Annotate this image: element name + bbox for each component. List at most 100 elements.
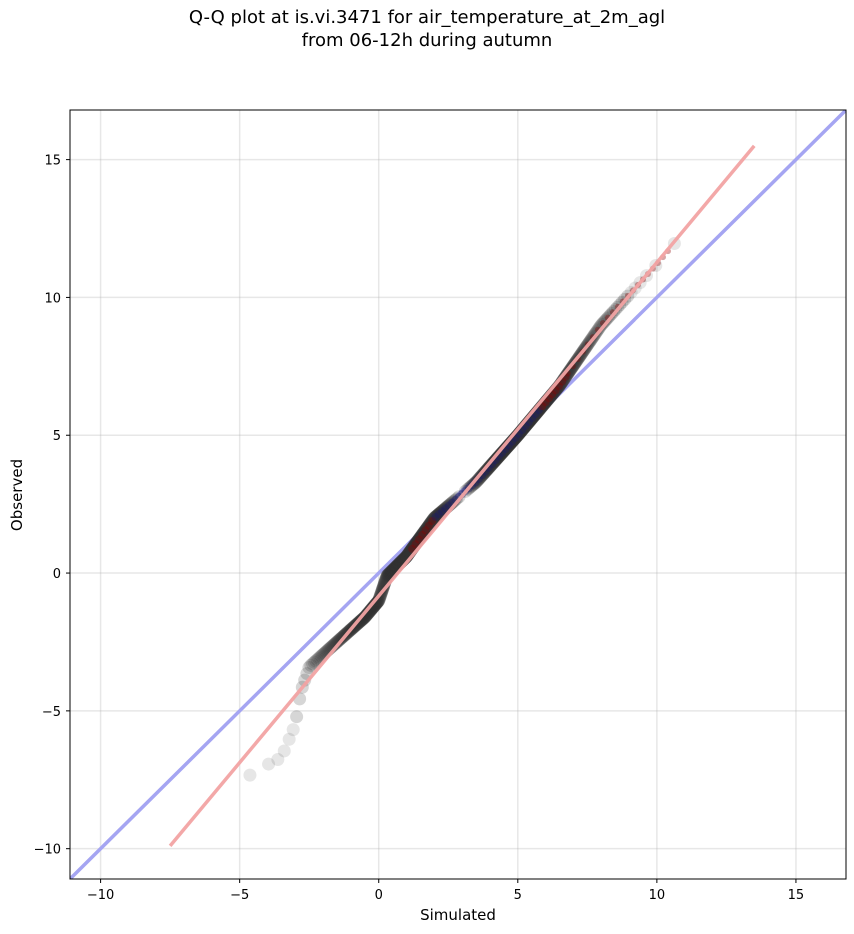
qq-point (489, 453, 503, 467)
qq-point (562, 365, 576, 379)
qq-point (488, 454, 502, 468)
qq-point (377, 578, 391, 592)
qq-point (480, 463, 494, 477)
qq-point (329, 636, 343, 650)
qq-point (381, 568, 395, 582)
qq-point (563, 363, 577, 377)
qq-point (476, 467, 490, 481)
qq-point (372, 592, 386, 606)
qq-point (354, 613, 368, 627)
qq-point (485, 458, 499, 472)
plot-area (70, 110, 846, 879)
qq-point (486, 456, 500, 470)
qq-point (331, 634, 345, 648)
qq-point (450, 492, 464, 506)
qq-point (262, 757, 276, 771)
qq-point (489, 452, 503, 466)
qq-point (307, 655, 321, 669)
qq-core-point (428, 517, 437, 526)
qq-point (423, 517, 437, 531)
qq-point (426, 513, 440, 527)
qq-point (479, 464, 493, 478)
qq-point (424, 515, 438, 529)
qq-point (330, 635, 344, 649)
qq-point (431, 507, 445, 521)
qq-point (377, 579, 391, 593)
qq-core-point (438, 507, 447, 516)
qq-point (482, 460, 496, 474)
qq-point (597, 315, 611, 329)
qq-point (355, 612, 369, 626)
qq-point (425, 515, 439, 529)
qq-point (486, 456, 500, 470)
qq-point (425, 514, 439, 528)
qq-point (430, 509, 444, 523)
qq-point (479, 464, 493, 478)
qq-point (420, 521, 434, 535)
qq-point (485, 457, 499, 471)
qq-point (422, 518, 436, 532)
y-tick-label: 5 (53, 429, 61, 444)
qq-point (357, 611, 371, 625)
qq-point (488, 454, 502, 468)
chart-title: Q-Q plot at is.vi.3471 for air_temperatu… (0, 6, 854, 52)
qq-point (483, 459, 497, 473)
qq-point (429, 509, 443, 523)
qq-point (593, 320, 607, 334)
qq-point (421, 520, 435, 534)
qq-point (478, 465, 492, 479)
qq-point (331, 635, 345, 649)
qq-point (290, 710, 304, 724)
qq-point (304, 658, 318, 672)
x-tick-label: 15 (788, 888, 805, 903)
qq-core-point (421, 526, 430, 535)
qq-point (561, 367, 575, 381)
qq-point (561, 366, 575, 380)
grid-lines (70, 110, 846, 879)
qq-point (286, 723, 300, 737)
qq-point (243, 768, 257, 782)
qq-points (243, 237, 681, 782)
qq-point (564, 362, 578, 376)
y-tick-label: 10 (44, 291, 61, 306)
qq-point (306, 657, 320, 671)
qq-point (483, 460, 497, 474)
y-axis-ticks: −10 −5 0 5 10 15 (34, 154, 70, 858)
qq-point (431, 508, 445, 522)
qq-point (428, 510, 442, 524)
qq-point (282, 732, 296, 746)
x-axis-ticks: −10 −5 0 5 10 15 (87, 879, 804, 903)
qq-core-point (441, 504, 450, 513)
chart-title-line-2: from 06-12h during autumn (301, 30, 553, 51)
x-tick-label: −10 (87, 888, 114, 903)
qq-point (487, 455, 501, 469)
qq-point (424, 516, 438, 530)
qq-point (426, 513, 440, 527)
qq-point (477, 466, 491, 480)
qq-point (421, 520, 435, 534)
qq-point (481, 462, 495, 476)
fit-line (168, 144, 756, 848)
qq-point (599, 313, 613, 327)
qq-point (484, 458, 498, 472)
qq-point (431, 508, 445, 522)
qq-point (424, 516, 438, 530)
qq-point (420, 521, 434, 535)
qq-point (356, 611, 370, 625)
qq-core-point (431, 512, 440, 521)
qq-core-point (414, 535, 423, 544)
qq-point (357, 611, 371, 625)
qq-point (425, 514, 439, 528)
qq-point (426, 512, 440, 526)
chart-title-line-1: Q-Q plot at is.vi.3471 for air_temperatu… (188, 7, 666, 28)
qq-point (423, 517, 437, 531)
qq-point (594, 319, 608, 333)
qq-point (380, 568, 394, 582)
qq-point (302, 661, 316, 675)
qq-point (428, 510, 442, 524)
y-tick-label: −10 (34, 843, 61, 858)
qq-point (564, 363, 578, 377)
qq-point (483, 459, 497, 473)
qq-point (602, 310, 616, 324)
qq-point (489, 453, 503, 467)
